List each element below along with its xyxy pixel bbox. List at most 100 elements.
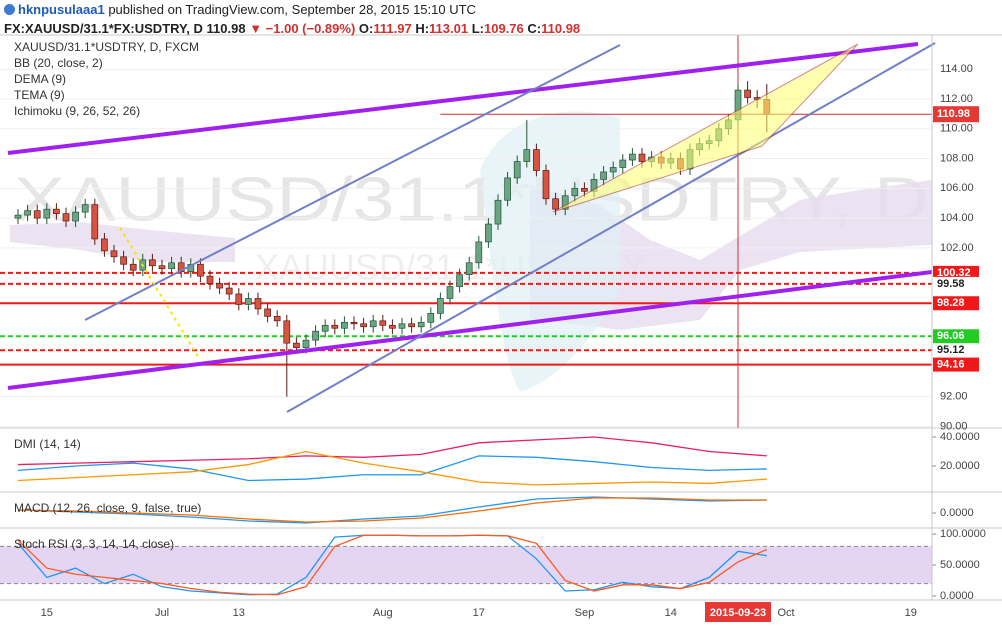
x-tick-label: 17 bbox=[473, 607, 485, 619]
candle-body bbox=[331, 324, 339, 329]
y-tick-label: 20.0000 bbox=[940, 460, 980, 472]
candle-body bbox=[638, 153, 646, 162]
candle-body bbox=[91, 204, 99, 240]
x-tick-label: 2015-09-23 bbox=[710, 607, 766, 619]
bollinger-fill bbox=[480, 111, 620, 392]
candle-body bbox=[245, 298, 252, 305]
y-tick-label: 40.0000 bbox=[940, 431, 980, 443]
trend-line bbox=[7, 42, 919, 155]
indicator-label: BB (20, close, 2) bbox=[14, 56, 103, 70]
y-tick-label: 100.0000 bbox=[940, 528, 986, 540]
y-tick-label: 50.0000 bbox=[940, 559, 980, 571]
level-label: 99.58 bbox=[937, 278, 965, 290]
y-tick-label: 102.00 bbox=[940, 242, 974, 254]
level-label-box bbox=[933, 343, 979, 358]
candle-body bbox=[110, 250, 118, 258]
marks-layer bbox=[0, 35, 932, 596]
crosshair-date-box bbox=[705, 602, 771, 622]
candle-body bbox=[273, 316, 281, 322]
candle-body bbox=[120, 256, 127, 265]
x-tick-label: 13 bbox=[233, 607, 245, 619]
y-tick-label: 110.00 bbox=[940, 123, 973, 135]
level-label-box bbox=[933, 265, 979, 280]
candle-body bbox=[533, 149, 540, 171]
level-label: 95.12 bbox=[937, 344, 965, 356]
x-tick-label: Jul bbox=[155, 607, 169, 619]
candle-body bbox=[494, 199, 502, 225]
x-tick-label: 14 bbox=[665, 607, 677, 619]
y-tick-label: 90.00 bbox=[940, 420, 968, 432]
candle-body bbox=[629, 153, 636, 161]
candle-body bbox=[293, 342, 300, 348]
candle-body bbox=[360, 323, 367, 328]
candle-body bbox=[206, 275, 214, 284]
open-value: 111.97 bbox=[373, 21, 412, 36]
candle-body bbox=[465, 262, 473, 276]
candle-body bbox=[552, 198, 559, 210]
candle-body bbox=[197, 263, 204, 277]
x-tick-label: 19 bbox=[905, 607, 917, 619]
level-label: 96.06 bbox=[937, 330, 965, 342]
candle-body bbox=[53, 208, 60, 214]
indicator-label: TEMA (9) bbox=[14, 88, 65, 102]
candle-body bbox=[158, 265, 166, 270]
y-tick-label: 92.00 bbox=[940, 391, 968, 403]
candle-body bbox=[475, 241, 483, 264]
candle-body bbox=[264, 308, 271, 317]
pane-title: Stoch RSI (3, 3, 14, 14, close) bbox=[14, 537, 174, 551]
candle-body bbox=[321, 324, 329, 332]
y-tick-label: 0.0000 bbox=[940, 507, 974, 519]
level-label-box bbox=[933, 329, 979, 344]
candle-body bbox=[62, 213, 70, 222]
candle-body bbox=[609, 167, 617, 173]
candle-body bbox=[600, 171, 607, 180]
cloud bbox=[530, 180, 932, 330]
indicator-label: DEMA (9) bbox=[14, 72, 66, 86]
indicator-line bbox=[17, 496, 767, 524]
level-label-box bbox=[933, 357, 979, 372]
y-tick-label: 104.00 bbox=[940, 212, 974, 224]
candle-body bbox=[427, 313, 435, 323]
candle-body bbox=[379, 320, 387, 326]
pane-title: MACD (12, 26, close, 9, false, true) bbox=[14, 501, 201, 515]
last-price: 110.98 bbox=[206, 21, 246, 36]
y-tick-label: 108.00 bbox=[940, 152, 974, 164]
drawings-layer bbox=[0, 34, 1002, 601]
last-price-label: 110.98 bbox=[937, 108, 970, 120]
candle-body bbox=[254, 298, 262, 310]
background-layer: XAUUSD/31.1*USDTRY, D XAUUSD/31.1*USDTRY bbox=[0, 68, 936, 597]
candle-body bbox=[581, 187, 588, 192]
candle-body bbox=[389, 324, 396, 329]
candle-body bbox=[129, 263, 137, 271]
candle-body bbox=[341, 321, 348, 329]
candle-body bbox=[302, 339, 310, 348]
author[interactable]: hknpusulaaa1 bbox=[18, 2, 105, 17]
candle-body bbox=[417, 321, 425, 328]
candle-body bbox=[312, 330, 319, 341]
y-tick-label: 112.00 bbox=[940, 93, 973, 105]
level-label: 94.16 bbox=[937, 358, 965, 370]
trend-line bbox=[7, 270, 933, 390]
candle-body bbox=[744, 89, 751, 98]
pane-title: DMI (14, 14) bbox=[14, 437, 81, 451]
candle-body bbox=[504, 177, 511, 201]
x-tick-label: 15 bbox=[41, 607, 53, 619]
x-tick-label: Aug bbox=[373, 607, 393, 619]
y-tick-label: 0.0000 bbox=[940, 590, 974, 602]
candle-body bbox=[72, 211, 79, 222]
candle-body bbox=[513, 161, 521, 179]
symbol: FX:XAUUSD/31.1*FX:USDTRY, D bbox=[4, 21, 203, 36]
candle-body bbox=[149, 259, 156, 267]
avatar bbox=[4, 4, 15, 15]
candle-body bbox=[523, 149, 531, 162]
x-tick-label: Sep bbox=[575, 607, 595, 619]
indicator-label: Ichimoku (9, 26, 52, 26) bbox=[14, 104, 140, 118]
candle-body bbox=[437, 298, 444, 314]
cloud bbox=[10, 222, 235, 262]
candle-body bbox=[408, 323, 415, 328]
level-label: 100.32 bbox=[937, 267, 971, 279]
candle-body bbox=[225, 287, 233, 295]
level-label-box bbox=[933, 276, 979, 291]
